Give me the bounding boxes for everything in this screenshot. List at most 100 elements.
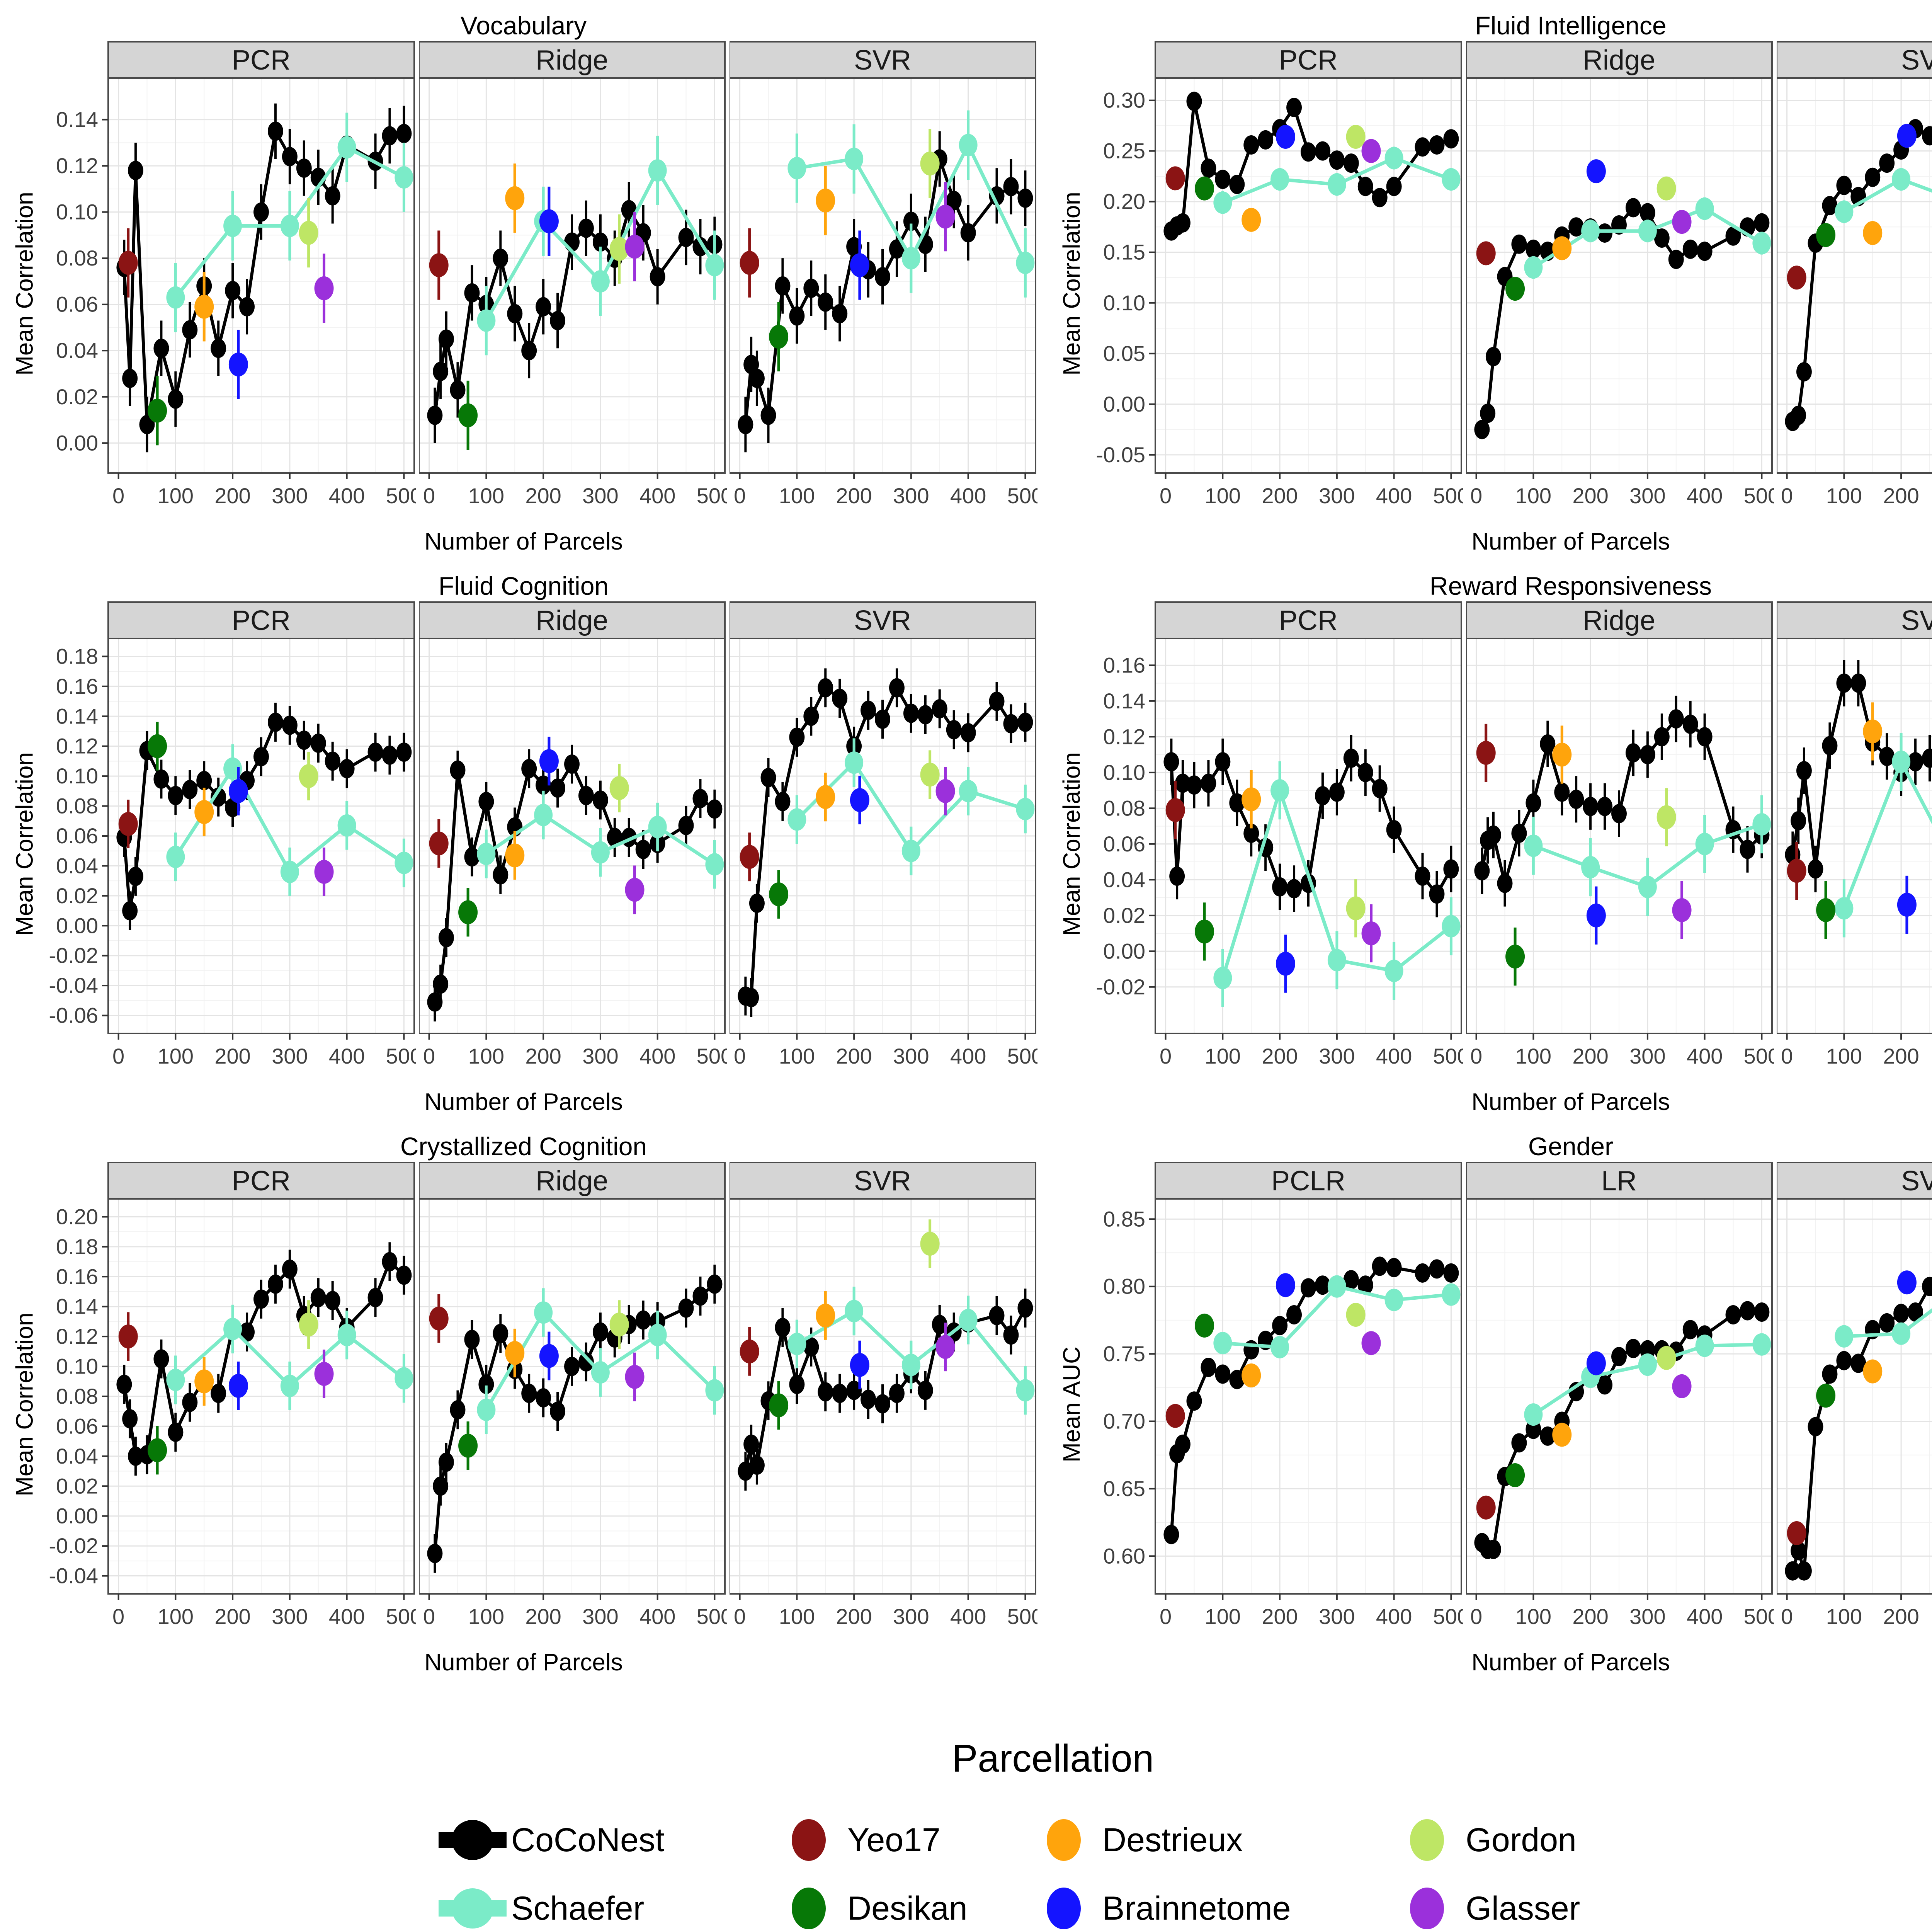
point-desikan	[458, 888, 478, 937]
point-desikan	[1816, 881, 1836, 940]
facet-strip	[107, 1162, 415, 1200]
facet-strip	[1155, 1162, 1462, 1200]
x-tick-label: 500	[1744, 1604, 1774, 1629]
panel-title-reward-responsiveness: Reward Responsiveness	[1429, 572, 1712, 600]
point-glasser	[625, 1352, 645, 1401]
point-gordon	[299, 752, 318, 801]
legend-key-glasser-icon	[1393, 1885, 1461, 1932]
point-glasser	[935, 766, 955, 815]
x-axis-label-fluid-intelligence: Number of Parcels	[1471, 528, 1670, 555]
facet-fluid-cognition-pcr: PCR 0 100 200 300 400 500 -0.06 -0.04 -0.02 0.00 0.…	[49, 601, 416, 1068]
x-tick-label: 100	[1515, 483, 1551, 508]
facet-strip-label: PCR	[232, 605, 291, 636]
series-layer	[427, 1265, 724, 1573]
x-tick-label: 400	[950, 483, 986, 508]
x-tick-label: 100	[779, 1604, 815, 1629]
x-tick-label: 0	[423, 483, 435, 508]
x-tick-label: 300	[582, 1604, 618, 1629]
point-desikan	[1816, 223, 1836, 247]
point-destrieux	[816, 166, 835, 235]
legend-label-yeo17: Yeo17	[847, 1821, 940, 1859]
point-yeo17	[118, 228, 138, 298]
point-gordon	[609, 764, 629, 813]
point-yeo17	[1787, 1521, 1806, 1546]
facet-strip-label: SVC	[1901, 1166, 1932, 1197]
series-layer	[1785, 660, 1932, 940]
facet-vocabulary-pcr: PCR 0 100 200 300 400 500 0.00 0.02 0.04 0.06 0.08 0…	[56, 41, 416, 508]
facet-fluid-cognition-ridge: Ridge 0 100 200 300 400 500	[419, 601, 727, 1068]
point-gordon	[1346, 879, 1366, 938]
series-coconest	[738, 668, 1033, 1017]
y-tick-label: 0.10	[56, 764, 98, 788]
x-tick-label: 0	[423, 1604, 435, 1629]
series-layer	[1474, 695, 1771, 986]
panel-title-fluid-intelligence: Fluid Intelligence	[1475, 11, 1667, 40]
series-schaefer	[1213, 146, 1461, 214]
y-tick-label: 0.08	[56, 246, 98, 270]
point-glasser	[314, 1350, 334, 1398]
y-tick-label: 0.70	[1103, 1409, 1145, 1433]
panel-reward-responsiveness: Reward Responsiveness Mean Correlation PCR…	[1047, 570, 1932, 1117]
x-tick-label: 500	[697, 1044, 727, 1068]
x-tick-label: 300	[272, 483, 308, 508]
x-tick-label: 0	[1470, 483, 1482, 508]
point-gordon	[920, 129, 940, 198]
legend-label-desikan: Desikan	[847, 1889, 968, 1927]
point-destrieux	[1242, 208, 1261, 232]
legend-label-gordon: Gordon	[1466, 1821, 1577, 1859]
point-brainnetome	[1586, 1351, 1606, 1375]
series-layer	[1474, 159, 1771, 439]
x-tick-label: 400	[1376, 1604, 1412, 1629]
series-schaefer	[477, 790, 724, 889]
series-coconest	[738, 131, 1033, 453]
y-axis-label-fluid-intelligence: Mean Correlation	[1058, 192, 1085, 376]
x-tick-label: 500	[1433, 1044, 1463, 1068]
y-tick-label: 0.08	[1103, 796, 1145, 820]
facet-strip-label: SVR	[1901, 605, 1932, 636]
point-destrieux	[505, 163, 525, 233]
series-schaefer	[1835, 732, 1932, 938]
facet-strip-label: Ridge	[1583, 605, 1655, 636]
x-axis-label-vocabulary: Number of Parcels	[424, 528, 623, 555]
point-destrieux	[1242, 770, 1261, 829]
legend-item-schaefer: Schaefer	[439, 1885, 775, 1932]
y-tick-label: 0.12	[56, 734, 98, 758]
point-destrieux	[1552, 725, 1572, 784]
y-tick-label: 0.10	[1103, 291, 1145, 315]
point-yeo17	[1476, 1495, 1496, 1520]
x-tick-label: 0	[1470, 1604, 1482, 1629]
x-tick-label: 0	[1781, 483, 1793, 508]
facet-fluid-intelligence-pcr: PCR 0 100 200 300 400 500 -0.05 0.00 0.05 0.10 0.15…	[1096, 41, 1463, 508]
x-tick-label: 400	[1687, 1604, 1723, 1629]
series-schaefer	[1524, 197, 1771, 279]
point-gordon	[1346, 1302, 1366, 1327]
x-tick-label: 400	[329, 1044, 365, 1068]
x-tick-label: 500	[386, 483, 416, 508]
point-gordon	[1656, 788, 1676, 846]
point-brainnetome	[1276, 1273, 1295, 1297]
point-gordon	[299, 1300, 318, 1349]
y-axis-label-reward-responsiveness: Mean Correlation	[1058, 752, 1085, 936]
point-brainnetome	[539, 737, 559, 786]
facet-strip-label: PCR	[232, 1166, 291, 1197]
grid-minor	[1155, 638, 1461, 1033]
x-tick-label: 0	[1160, 1604, 1172, 1629]
facet-strip-label: SVR	[854, 45, 911, 76]
x-tick-label: 100	[779, 1044, 815, 1068]
x-tick-label: 300	[1629, 1604, 1665, 1629]
point-glasser	[935, 182, 955, 252]
point-destrieux	[1863, 221, 1883, 245]
x-tick-label: 200	[214, 483, 250, 508]
x-tick-label: 400	[639, 1044, 675, 1068]
point-destrieux	[1242, 1363, 1261, 1387]
series-layer	[427, 136, 724, 450]
point-desikan	[1505, 1463, 1525, 1488]
point-brainnetome	[1276, 935, 1295, 993]
point-desikan	[1816, 1384, 1836, 1408]
series-schaefer	[787, 1287, 1035, 1415]
legend-title: Parcellation	[952, 1737, 1154, 1780]
y-axis-label-crystallized-cognition: Mean Correlation	[11, 1312, 38, 1496]
y-tick-label: 0.00	[56, 431, 98, 455]
x-tick-label: 300	[582, 483, 618, 508]
